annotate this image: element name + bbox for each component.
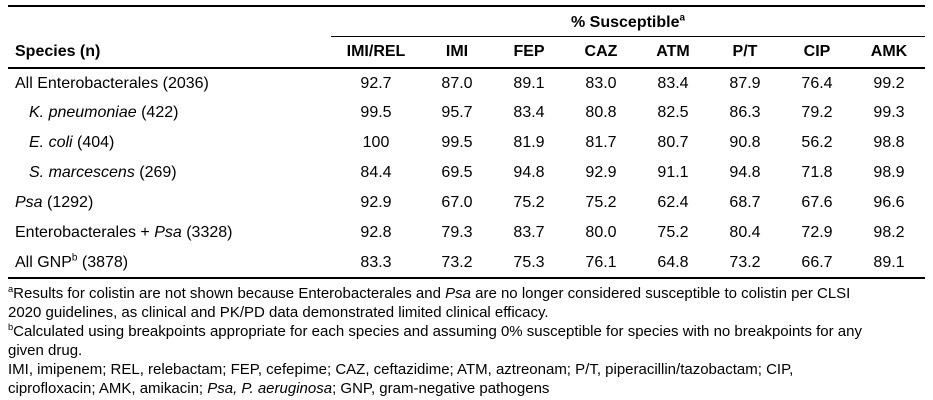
- value-cell: 95.7: [441, 104, 473, 121]
- species-cell: Enterobacterales + Psa (3328): [15, 224, 233, 241]
- span-header: % Susceptiblea: [331, 6, 925, 37]
- value-cell: 87.0: [441, 74, 473, 92]
- value-cell: 92.9: [360, 194, 392, 211]
- value-cell: 67.0: [441, 194, 473, 211]
- value-cell: 87.9: [729, 74, 761, 92]
- column-header-imi: IMI: [421, 36, 493, 69]
- column-header-row: Species (n) IMI/REL IMI FEP CAZ ATM P/T CIP AMK: [8, 36, 925, 69]
- footnote-line: 2020 guidelines, as clinical and PK/PD d…: [8, 304, 549, 321]
- footnote-line: bCalculated using breakpoints appropriat…: [8, 322, 862, 340]
- table-row: E. coli (404) 100 99.5 81.9 81.7 80.7 90.8 56.2…: [8, 128, 925, 158]
- footnote-line: given drug.: [8, 342, 83, 359]
- value-cell: 99.5: [360, 104, 392, 121]
- value-cell: 75.2: [585, 194, 617, 211]
- value-cell: 76.1: [565, 248, 637, 279]
- value-cell: 94.8: [513, 164, 545, 181]
- value-cell: 64.8: [637, 248, 709, 279]
- species-cell: All GNPb (3878): [8, 248, 331, 279]
- value-cell: 91.1: [657, 164, 689, 181]
- value-cell: 72.9: [801, 224, 833, 241]
- value-cell: 92.9: [585, 164, 617, 181]
- span-header-row: % Susceptiblea: [8, 6, 925, 37]
- value-cell: 81.7: [585, 134, 617, 151]
- value-cell: 86.3: [729, 104, 761, 121]
- value-cell: 75.2: [657, 224, 689, 241]
- value-cell: 92.8: [360, 224, 392, 241]
- footnote-line: IMI, imipenem; REL, relebactam; FEP, cef…: [8, 361, 794, 378]
- value-cell: 92.7: [360, 74, 392, 92]
- table-row: All GNPb (3878) 83.3 73.2 75.3 76.1 64.8 73.2 6…: [8, 248, 925, 279]
- value-cell: 75.2: [513, 194, 545, 211]
- value-cell: 81.9: [513, 134, 545, 151]
- value-cell: 80.7: [657, 134, 689, 151]
- column-header-p-t: P/T: [709, 36, 781, 69]
- value-cell: 89.1: [513, 74, 545, 92]
- value-cell: 84.4: [360, 164, 392, 181]
- value-cell: 98.9: [873, 164, 905, 181]
- value-cell: 56.2: [801, 134, 833, 151]
- table-row: All Enterobacterales (2036) 92.7 87.0 89.1 8…: [8, 68, 925, 98]
- species-cell: S. marcescens (269): [29, 164, 177, 181]
- value-cell: 99.3: [873, 104, 905, 121]
- value-cell: 99.2: [873, 74, 905, 92]
- value-cell: 66.7: [781, 248, 853, 279]
- value-cell: 89.1: [853, 248, 925, 279]
- susceptibility-table: % Susceptiblea Species (n) IMI/REL IMI FEP…: [8, 5, 925, 279]
- value-cell: 98.8: [873, 134, 905, 151]
- column-header-species: Species (n): [8, 36, 331, 69]
- value-cell: 96.6: [873, 194, 905, 211]
- column-header-amk: AMK: [853, 36, 925, 69]
- value-cell: 73.2: [421, 248, 493, 279]
- table-row: K. pneumoniae (422) 99.5 95.7 83.4 80.8 82.5 8…: [8, 98, 925, 128]
- value-cell: 100: [362, 134, 390, 151]
- span-header-spacer: [8, 6, 331, 36]
- column-header-imi-rel: IMI/REL: [331, 36, 421, 69]
- value-cell: 73.2: [709, 248, 781, 279]
- span-header-label: % Susceptible: [571, 13, 680, 31]
- column-header-cip: CIP: [781, 36, 853, 69]
- footnotes: aResults for colistin are not shown beca…: [8, 284, 928, 398]
- species-cell: K. pneumoniae (422): [29, 104, 179, 121]
- value-cell: 76.4: [801, 74, 833, 92]
- value-cell: 71.8: [801, 164, 833, 181]
- value-cell: 90.8: [729, 134, 761, 151]
- value-cell: 82.5: [657, 104, 689, 121]
- value-cell: 83.3: [331, 248, 421, 279]
- value-cell: 83.4: [657, 74, 689, 92]
- column-header-caz: CAZ: [565, 36, 637, 69]
- value-cell: 62.4: [657, 194, 689, 211]
- value-cell: 69.5: [441, 164, 473, 181]
- value-cell: 68.7: [729, 194, 761, 211]
- value-cell: 83.4: [513, 104, 545, 121]
- value-cell: 79.3: [441, 224, 473, 241]
- footnote-line: aResults for colistin are not shown beca…: [8, 284, 851, 302]
- value-cell: 79.2: [801, 104, 833, 121]
- value-cell: 94.8: [729, 164, 761, 181]
- value-cell: 75.3: [493, 248, 565, 279]
- species-cell: All Enterobacterales (2036): [15, 74, 209, 92]
- value-cell: 80.4: [729, 224, 761, 241]
- table-row: S. marcescens (269) 84.4 69.5 94.8 92.9 91.1 9…: [8, 158, 925, 188]
- value-cell: 83.0: [585, 74, 617, 92]
- column-header-atm: ATM: [637, 36, 709, 69]
- species-cell: Psa (1292): [15, 194, 94, 211]
- footnote-line: ciprofloxacin; AMK, amikacin; Psa, P. ae…: [8, 380, 550, 397]
- value-cell: 98.2: [873, 224, 905, 241]
- value-cell: 83.7: [513, 224, 545, 241]
- value-cell: 80.0: [585, 224, 617, 241]
- species-cell: E. coli (404): [29, 134, 115, 151]
- table-row: Enterobacterales + Psa (3328) 92.8 79.3 83.…: [8, 218, 925, 248]
- value-cell: 67.6: [801, 194, 833, 211]
- column-header-fep: FEP: [493, 36, 565, 69]
- value-cell: 80.8: [585, 104, 617, 121]
- value-cell: 99.5: [441, 134, 473, 151]
- table-row: Psa (1292) 92.9 67.0 75.2 75.2 62.4 68.7 67.6 96…: [8, 188, 925, 218]
- span-header-footnote-marker: a: [679, 12, 685, 24]
